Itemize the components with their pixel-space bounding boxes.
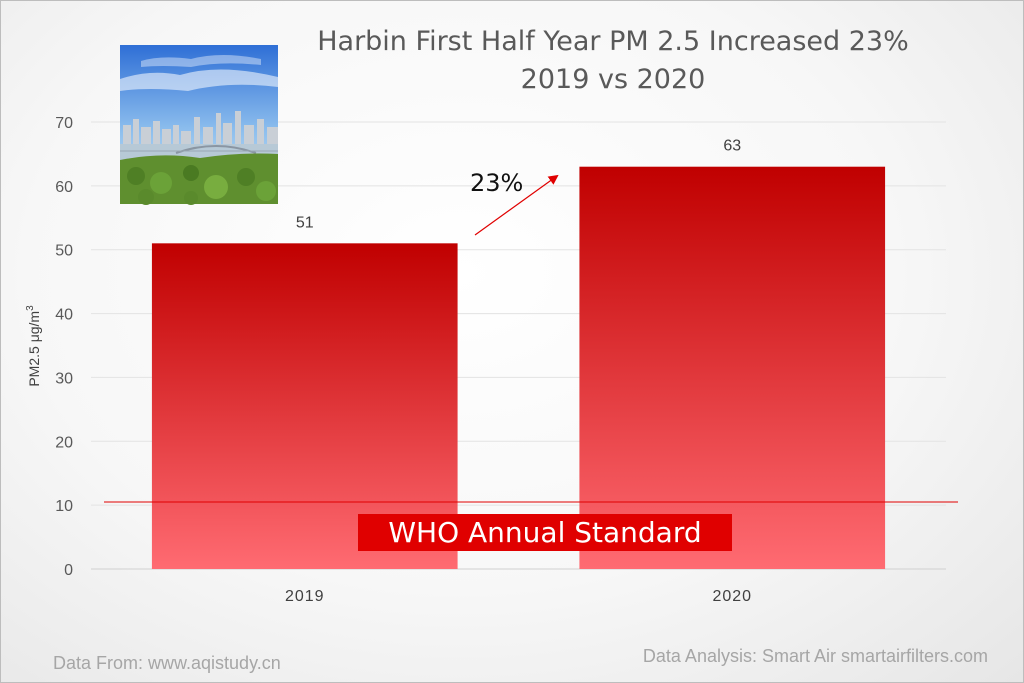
data-label-2020: 63 <box>723 138 741 155</box>
who-standard-label: WHO Annual Standard <box>388 516 701 549</box>
chart-title: Harbin First Half Year PM 2.5 Increased … <box>317 26 909 57</box>
y-axis-ticks: 0 10 20 30 40 50 60 70 <box>55 115 73 579</box>
x-tick-label: 2019 <box>285 588 325 605</box>
y-tick-label: 0 <box>64 562 73 579</box>
who-label-background <box>358 514 732 551</box>
y-tick-label: 70 <box>55 115 73 132</box>
y-tick-label: 30 <box>55 370 73 387</box>
data-labels: 51 63 <box>296 138 741 232</box>
y-tick-label: 60 <box>55 179 73 196</box>
y-tick-label: 40 <box>55 307 73 324</box>
y-tick-label: 10 <box>55 498 73 515</box>
y-tick-label: 50 <box>55 243 73 260</box>
y-axis-label: PM2.5 μg/m3 <box>25 305 42 387</box>
analysis-footer: Data Analysis: Smart Air smartairfilters… <box>643 646 988 666</box>
data-label-2019: 51 <box>296 214 314 231</box>
bar-2020 <box>579 166 886 569</box>
x-axis-ticks: 2019 2020 <box>285 588 752 605</box>
bars <box>151 166 886 570</box>
y-tick-label: 20 <box>55 434 73 451</box>
chart-subtitle: 2019 vs 2020 <box>521 64 706 95</box>
harbin-skyline-photo <box>120 45 278 205</box>
increase-arrow <box>474 174 559 236</box>
source-footer: Data From: www.aqistudy.cn <box>53 653 281 673</box>
increase-annotation: 23% <box>470 169 523 197</box>
x-tick-label: 2020 <box>712 588 752 605</box>
